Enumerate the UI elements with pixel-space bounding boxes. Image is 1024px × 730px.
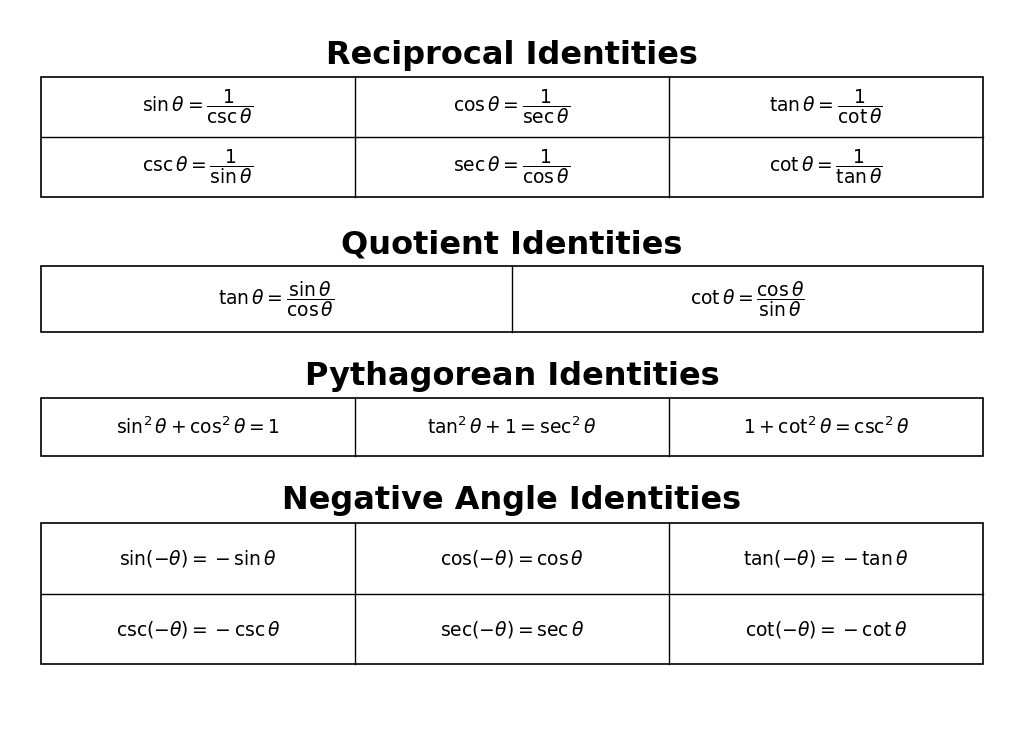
Text: $\cot\theta = \dfrac{\cos\theta}{\sin\theta}$: $\cot\theta = \dfrac{\cos\theta}{\sin\th… — [690, 280, 805, 319]
Text: $\sec\theta = \dfrac{1}{\cos\theta}$: $\sec\theta = \dfrac{1}{\cos\theta}$ — [454, 147, 570, 186]
Text: $\cot(-\theta) = -\cot\theta$: $\cot(-\theta) = -\cot\theta$ — [744, 618, 907, 639]
Text: $\tan\theta = \dfrac{\sin\theta}{\cos\theta}$: $\tan\theta = \dfrac{\sin\theta}{\cos\th… — [218, 280, 335, 319]
Text: $\sin(-\theta) = -\sin\theta$: $\sin(-\theta) = -\sin\theta$ — [119, 548, 276, 569]
Text: $\tan(-\theta) = -\tan\theta$: $\tan(-\theta) = -\tan\theta$ — [743, 548, 908, 569]
Bar — [41, 77, 983, 197]
Text: Reciprocal Identities: Reciprocal Identities — [326, 40, 698, 71]
Text: $\csc\theta = \dfrac{1}{\sin\theta}$: $\csc\theta = \dfrac{1}{\sin\theta}$ — [142, 147, 254, 186]
Bar — [41, 523, 983, 664]
Text: $\tan\theta = \dfrac{1}{\cot\theta}$: $\tan\theta = \dfrac{1}{\cot\theta}$ — [769, 88, 883, 126]
Text: Quotient Identities: Quotient Identities — [341, 230, 683, 261]
Text: $\sin\theta = \dfrac{1}{\csc\theta}$: $\sin\theta = \dfrac{1}{\csc\theta}$ — [142, 88, 254, 126]
Text: $1 + \cot^2\theta = \csc^2\theta$: $1 + \cot^2\theta = \csc^2\theta$ — [742, 416, 909, 438]
Text: $\sec(-\theta) = \sec\theta$: $\sec(-\theta) = \sec\theta$ — [440, 618, 584, 639]
Text: $\sin^2\theta + \cos^2\theta = 1$: $\sin^2\theta + \cos^2\theta = 1$ — [116, 416, 280, 438]
Text: $\cot\theta = \dfrac{1}{\tan\theta}$: $\cot\theta = \dfrac{1}{\tan\theta}$ — [769, 147, 883, 186]
Bar — [41, 398, 983, 456]
Text: $\csc(-\theta) = -\csc\theta$: $\csc(-\theta) = -\csc\theta$ — [116, 618, 281, 639]
Bar — [41, 266, 983, 332]
Text: $\cos(-\theta) = \cos\theta$: $\cos(-\theta) = \cos\theta$ — [440, 548, 584, 569]
Text: $\tan^2\theta + 1 = \sec^2\theta$: $\tan^2\theta + 1 = \sec^2\theta$ — [427, 416, 597, 438]
Text: Pythagorean Identities: Pythagorean Identities — [305, 361, 719, 392]
Text: Negative Angle Identities: Negative Angle Identities — [283, 485, 741, 516]
Text: $\cos\theta = \dfrac{1}{\sec\theta}$: $\cos\theta = \dfrac{1}{\sec\theta}$ — [454, 88, 570, 126]
